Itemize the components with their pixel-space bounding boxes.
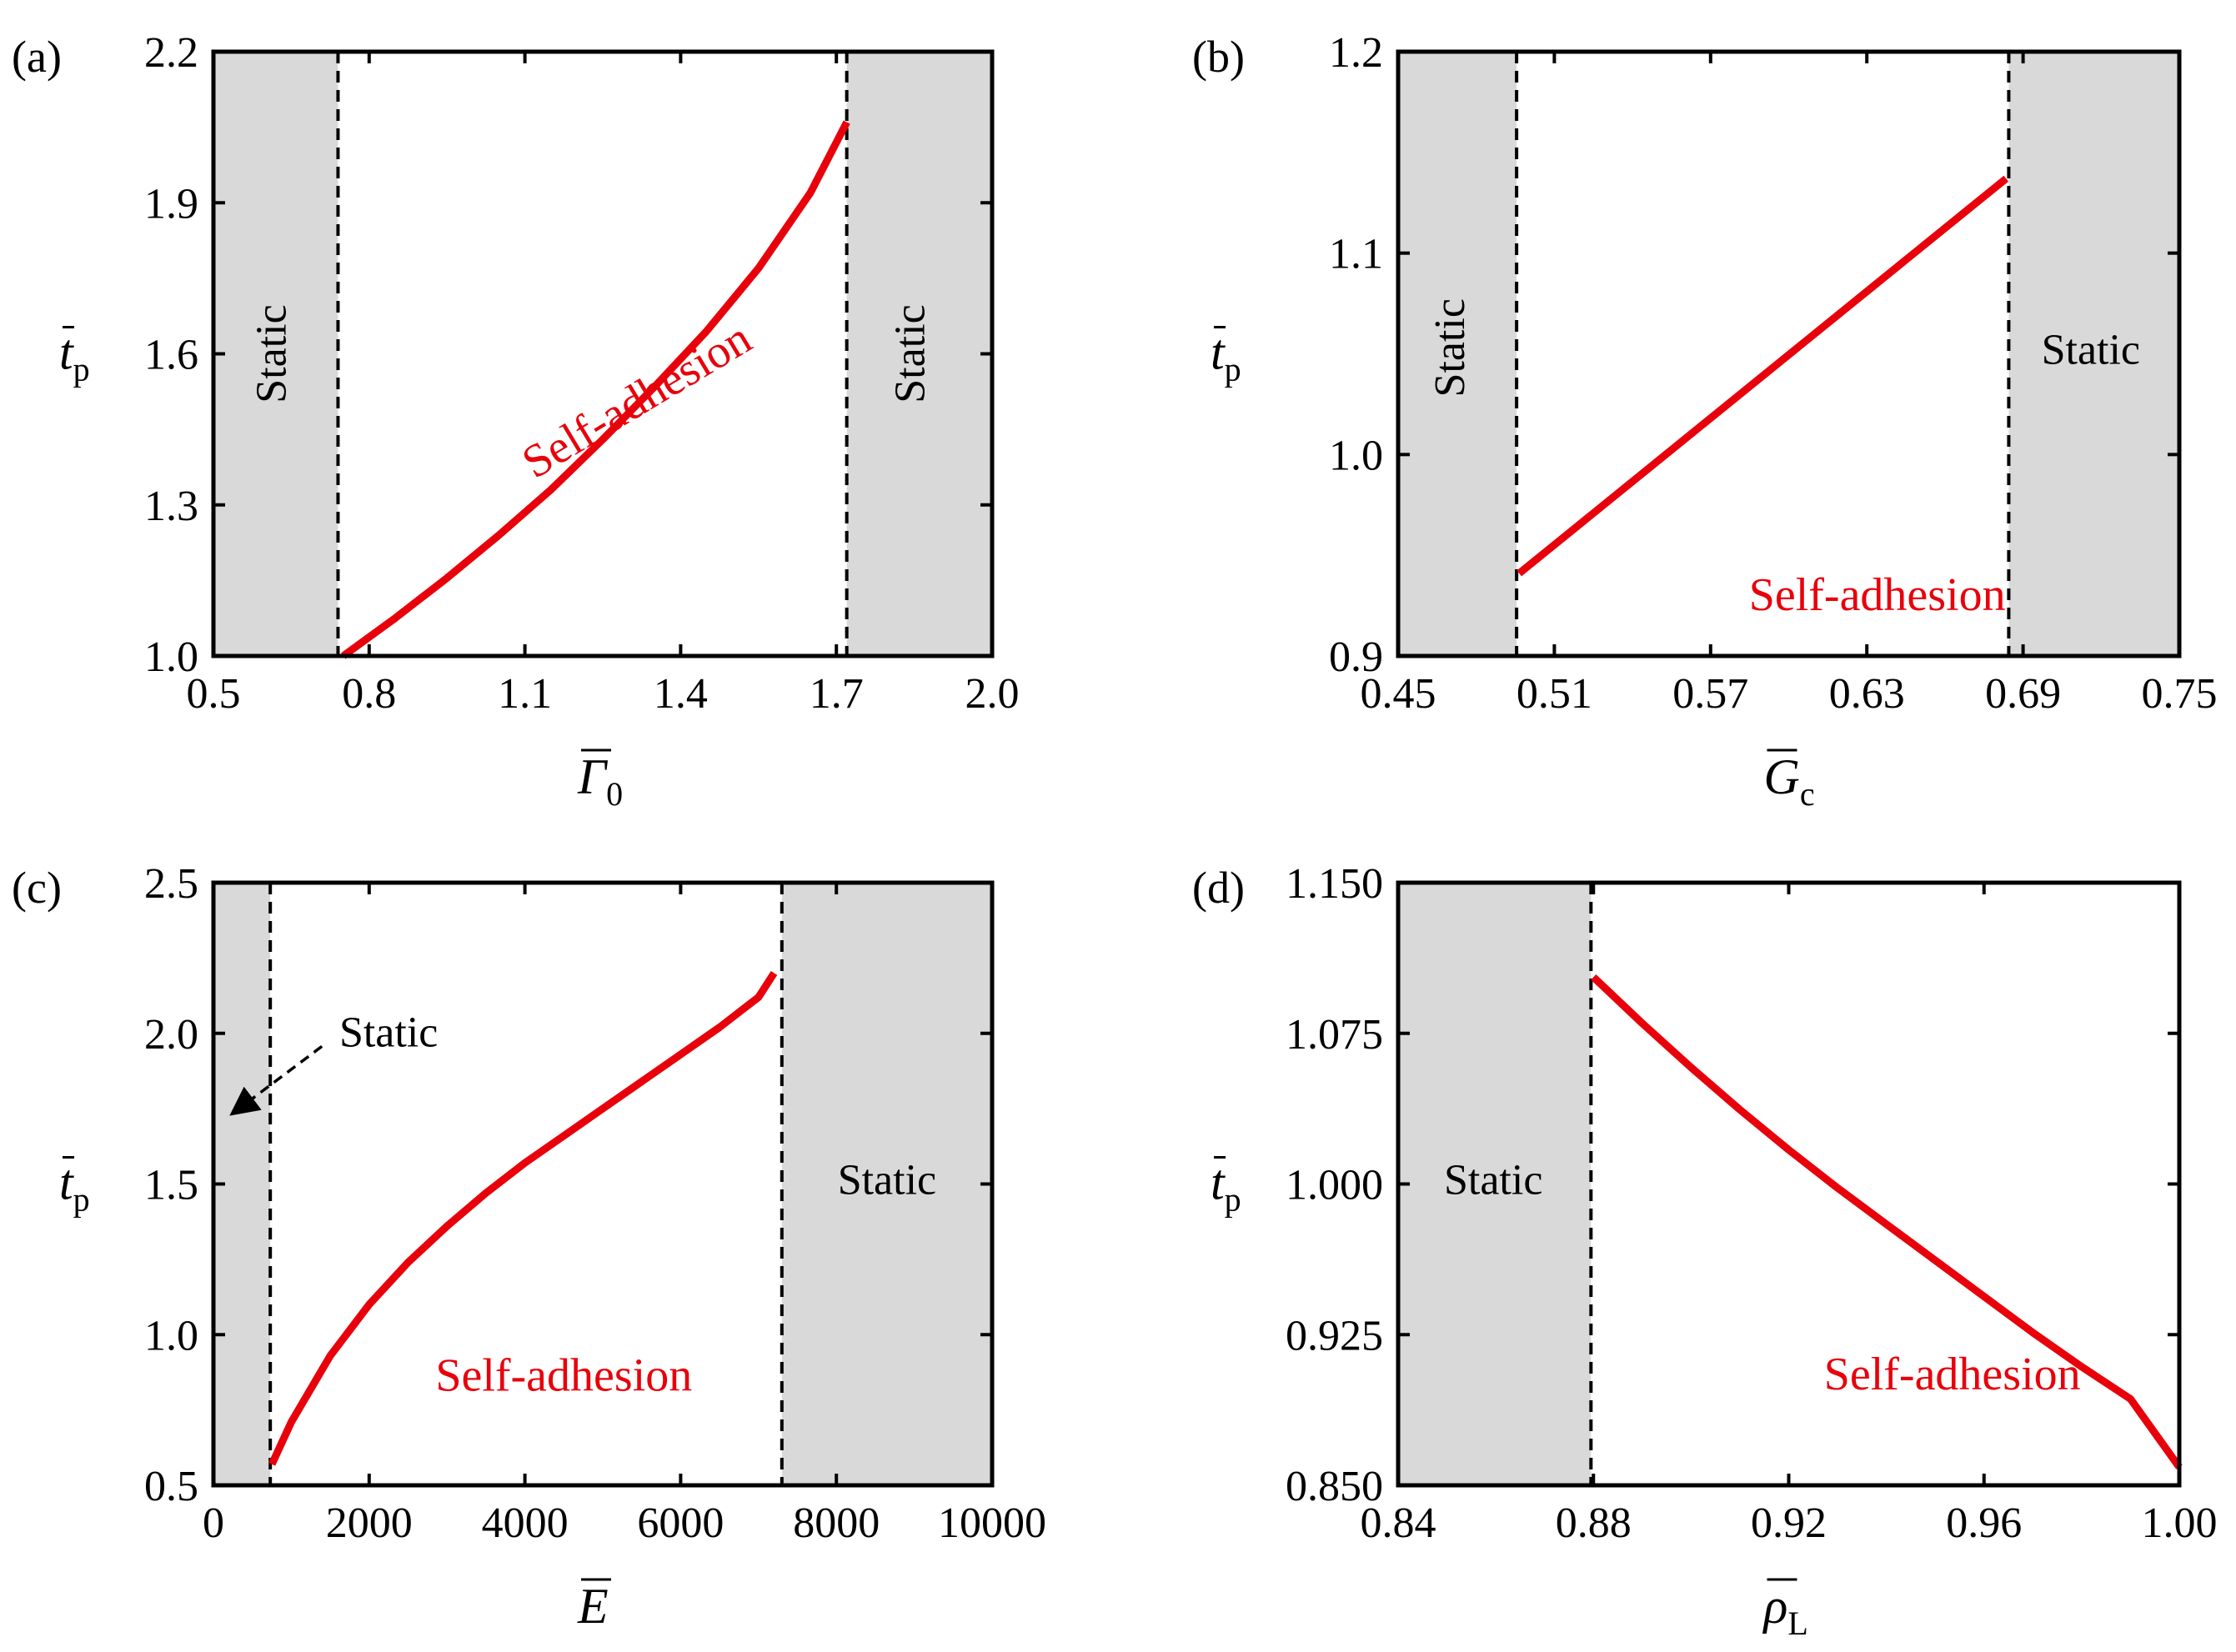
static-region	[213, 52, 338, 656]
panel-c: 0 2000 4000 6000 8000 10000 0.5 1.0 1.5 2.0 2.5 (c)…	[12, 860, 1046, 1634]
y-tick-label: 1.075	[1286, 1011, 1383, 1059]
y-axis-subscript: p	[1225, 351, 1241, 388]
x-tick-label: 0.63	[1829, 670, 1905, 718]
static-region	[781, 883, 992, 1485]
static-region	[846, 52, 992, 656]
series-annotation: Self-adhesion	[1824, 1349, 2081, 1400]
x-tick-label: 0.5	[187, 670, 241, 718]
region-annotation: Static	[1426, 298, 1474, 397]
x-tick-label: 2000	[326, 1499, 413, 1547]
y-tick-label: 2.5	[144, 860, 198, 908]
y-tick-label: 1.5	[144, 1162, 198, 1209]
y-axis-symbol: t	[59, 1155, 74, 1210]
panel-b: 0.45 0.51 0.57 0.63 0.69 0.75 0.9 1.0 1.1 1.2 (b) t…	[1192, 29, 2218, 813]
y-tick-label: 2.2	[144, 29, 198, 77]
series-annotation: Self-adhesion	[1749, 569, 2006, 621]
y-tick-label: 0.850	[1286, 1463, 1383, 1510]
y-tick-label: 0.925	[1286, 1312, 1383, 1359]
x-tick-label: 10000	[938, 1499, 1046, 1547]
static-region	[2008, 52, 2179, 656]
region-annotation: Static	[838, 1156, 936, 1204]
x-axis-label: ρL	[1762, 1579, 1808, 1642]
y-tick-label: 1.0	[144, 633, 198, 681]
y-axis-symbol: t	[59, 325, 74, 380]
x-tick-label: 0.45	[1361, 670, 1436, 718]
y-axis-subscript: p	[73, 351, 90, 388]
x-axis-subscript: c	[1800, 775, 1815, 813]
x-axis-subscript: 0	[606, 775, 623, 813]
region-annotation: Static	[248, 304, 296, 403]
y-tick-label: 1.150	[1286, 860, 1383, 908]
y-tick-label: 0.5	[144, 1463, 198, 1510]
panel-d: 0.84 0.88 0.92 0.96 1.00 0.850 0.925 1.000 1.075…	[1192, 860, 2218, 1642]
y-tick-label: 1.2	[1329, 29, 1383, 77]
static-region	[1398, 52, 1517, 656]
region-annotation: Static	[1444, 1156, 1542, 1204]
x-tick-label: 1.7	[810, 670, 864, 718]
series-annotation: Self-adhesion	[514, 313, 760, 489]
series-line	[1591, 974, 2183, 1469]
panel-label: (a)	[12, 32, 62, 82]
y-tick-label: 1.000	[1286, 1162, 1383, 1209]
x-tick-label: 0	[203, 1499, 224, 1547]
y-tick-label: 0.9	[1329, 633, 1383, 681]
x-tick-label: 1.00	[2142, 1499, 2218, 1547]
x-tick-label: 6000	[637, 1499, 724, 1547]
y-axis-label: tp	[59, 325, 90, 388]
y-tick-label: 1.1	[1329, 231, 1383, 278]
y-axis-symbol: t	[1211, 1155, 1226, 1210]
series-line	[341, 120, 850, 659]
x-axis-label: Γ0	[577, 749, 623, 813]
x-tick-label: 1.1	[498, 670, 552, 718]
series-line	[1517, 175, 2009, 577]
x-tick-label: 2.0	[965, 670, 1020, 718]
series-annotation: Self-adhesion	[435, 1349, 692, 1401]
x-tick-label: 0.75	[2142, 670, 2218, 718]
x-tick-label: 8000	[793, 1499, 880, 1547]
y-tick-label: 2.0	[144, 1011, 198, 1059]
x-tick-label: 0.88	[1556, 1499, 1632, 1547]
x-tick-label: 0.57	[1672, 670, 1748, 718]
panel-label: (d)	[1192, 863, 1245, 913]
region-annotation: Static	[339, 1009, 438, 1056]
plot-frame	[1396, 49, 2182, 658]
x-axis-subscript: L	[1787, 1604, 1807, 1642]
x-tick-label: 0.8	[342, 670, 396, 718]
x-tick-label: 0.69	[1985, 670, 2061, 718]
region-annotation: Static	[2042, 326, 2140, 373]
x-axis-label: E	[577, 1579, 609, 1634]
y-axis-label: tp	[59, 1155, 90, 1219]
x-tick-label: 0.92	[1751, 1499, 1827, 1547]
panel-label: (c)	[12, 863, 62, 913]
annotation-arrow	[229, 1044, 323, 1116]
x-tick-label: 0.96	[1946, 1499, 2022, 1547]
static-region	[1398, 883, 1592, 1485]
x-tick-label: 4000	[482, 1499, 569, 1547]
series-line	[268, 970, 778, 1466]
x-axis-label: Gc	[1764, 749, 1815, 813]
y-tick-label: 1.0	[1329, 432, 1383, 479]
y-tick-label: 1.0	[144, 1312, 198, 1359]
panel-label: (b)	[1192, 32, 1245, 82]
y-axis-label: tp	[1211, 325, 1241, 388]
x-axis-symbol: G	[1764, 749, 1800, 804]
x-tick-label: 1.4	[654, 670, 708, 718]
y-axis-symbol: t	[1211, 325, 1226, 380]
y-axis-subscript: p	[73, 1181, 90, 1219]
y-tick-label: 1.6	[144, 332, 198, 379]
x-axis-symbol: Γ	[577, 749, 609, 804]
x-tick-label: 0.84	[1361, 1499, 1436, 1547]
y-tick-label: 1.9	[144, 180, 198, 228]
y-axis-subscript: p	[1225, 1181, 1241, 1219]
x-axis-symbol: E	[577, 1579, 609, 1634]
x-tick-label: 0.51	[1517, 670, 1592, 718]
x-axis-symbol: ρ	[1762, 1579, 1788, 1634]
panel-a: 0.5 0.8 1.1 1.4 1.7 2.0 1.0 1.3 1.6 1.9 2.2 (a) tp Γ0…	[12, 29, 1020, 813]
y-axis-label: tp	[1211, 1155, 1241, 1219]
region-annotation: Static	[887, 304, 935, 403]
y-tick-label: 1.3	[144, 483, 198, 530]
